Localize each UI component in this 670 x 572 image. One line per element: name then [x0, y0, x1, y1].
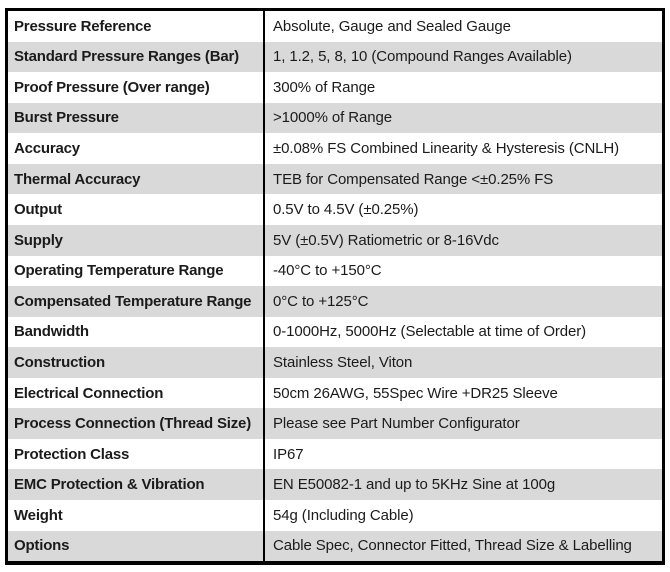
spec-value: Absolute, Gauge and Sealed Gauge: [273, 17, 511, 35]
spec-label: Compensated Temperature Range: [8, 286, 265, 317]
spec-label: Bandwidth: [8, 316, 265, 348]
spec-label: Thermal Accuracy: [8, 163, 265, 195]
table-row: Operating Temperature Range -40°C to +15…: [8, 255, 662, 287]
table-row: Compensated Temperature Range 0°C to +12…: [8, 286, 662, 317]
table-row: Standard Pressure Ranges (Bar) 1, 1.2, 5…: [8, 41, 662, 73]
spec-label: Process Connection (Thread Size): [8, 408, 265, 439]
table-row: Thermal Accuracy TEB for Compensated Ran…: [8, 163, 662, 195]
table-row: Options Cable Spec, Connector Fitted, Th…: [8, 530, 662, 562]
table-row: Electrical Connection 50cm 26AWG, 55Spec…: [8, 377, 662, 409]
spec-label: Accuracy: [8, 133, 265, 164]
spec-label: Burst Pressure: [8, 102, 265, 134]
table-row: Process Connection (Thread Size) Please …: [8, 408, 662, 439]
spec-label: Electrical Connection: [8, 377, 265, 409]
spec-value: 5V (±0.5V) Ratiometric or 8-16Vdc: [273, 231, 499, 249]
spec-label: Protection Class: [8, 438, 265, 470]
spec-label: Construction: [8, 347, 265, 378]
table-row: EMC Protection & Vibration EN E50082-1 a…: [8, 469, 662, 500]
table-row: Proof Pressure (Over range) 300% of Rang…: [8, 72, 662, 103]
spec-value: 0-1000Hz, 5000Hz (Selectable at time of …: [273, 323, 587, 341]
spec-table: Pressure Reference Absolute, Gauge and S…: [5, 8, 665, 565]
spec-label: Output: [8, 194, 265, 225]
table-row: Bandwidth 0-1000Hz, 5000Hz (Selectable a…: [8, 316, 662, 348]
spec-label: Options: [8, 530, 265, 562]
table-row: Output 0.5V to 4.5V (±0.25%): [8, 194, 662, 225]
spec-value: 0.5V to 4.5V (±0.25%): [273, 201, 419, 219]
spec-value: Cable Spec, Connector Fitted, Thread Siz…: [273, 537, 632, 555]
spec-value: IP67: [273, 445, 304, 463]
spec-label: EMC Protection & Vibration: [8, 469, 265, 500]
spec-value: TEB for Compensated Range <±0.25% FS: [273, 170, 554, 188]
spec-value: 300% of Range: [273, 78, 376, 96]
spec-value: 0°C to +125°C: [273, 292, 369, 310]
spec-value: Stainless Steel, Viton: [273, 353, 413, 371]
spec-label: Weight: [8, 500, 265, 531]
table-row: Accuracy ±0.08% FS Combined Linearity & …: [8, 133, 662, 164]
spec-label: Pressure Reference: [8, 11, 265, 42]
spec-value: ±0.08% FS Combined Linearity & Hysteresi…: [273, 140, 620, 158]
spec-value: 50cm 26AWG, 55Spec Wire +DR25 Sleeve: [273, 384, 558, 402]
spec-value: 54g (Including Cable): [273, 506, 414, 524]
spec-label: Proof Pressure (Over range): [8, 72, 265, 103]
spec-value: -40°C to +150°C: [273, 262, 382, 280]
spec-label: Supply: [8, 224, 265, 256]
table-row: Supply 5V (±0.5V) Ratiometric or 8-16Vdc: [8, 224, 662, 256]
spec-value: 1, 1.2, 5, 8, 10 (Compound Ranges Availa…: [273, 48, 572, 66]
spec-value: >1000% of Range: [273, 109, 393, 127]
table-row: Construction Stainless Steel, Viton: [8, 347, 662, 378]
spec-value: Please see Part Number Configurator: [273, 415, 520, 433]
table-row: Protection Class IP67: [8, 438, 662, 470]
table-row: Burst Pressure >1000% of Range: [8, 102, 662, 134]
table-row: Pressure Reference Absolute, Gauge and S…: [8, 11, 662, 42]
spec-value: EN E50082-1 and up to 5KHz Sine at 100g: [273, 476, 556, 494]
table-row: Weight 54g (Including Cable): [8, 500, 662, 531]
spec-label: Standard Pressure Ranges (Bar): [8, 41, 265, 73]
spec-label: Operating Temperature Range: [8, 255, 265, 287]
